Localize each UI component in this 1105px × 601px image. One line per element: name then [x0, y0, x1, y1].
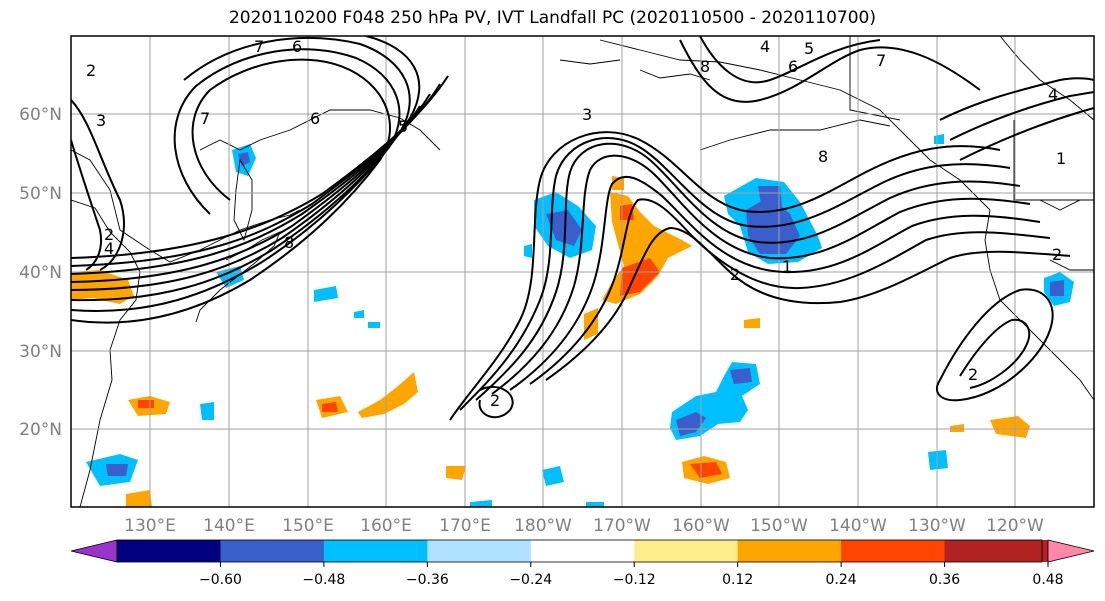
- contour-label: 5: [398, 117, 408, 136]
- colorbar-tick-label: −0.60: [199, 572, 242, 588]
- pv-contour-east-loop: [935, 288, 1054, 402]
- contour-label: 6: [310, 109, 320, 128]
- colorbar-segment: [323, 540, 428, 562]
- lon-label-140e: 140°E: [203, 516, 255, 536]
- contour-label: 2: [968, 365, 978, 384]
- colorbar-segment: [530, 540, 635, 562]
- latitude-labels: 60°N 50°N 40°N 30°N 20°N: [19, 105, 62, 440]
- lon-label-140w: 140°W: [829, 516, 887, 536]
- contour-label: 7: [200, 109, 210, 128]
- contour-label: 8: [284, 233, 294, 252]
- lon-label-130w: 130°W: [908, 516, 966, 536]
- colorbar-tick-label: 0.36: [929, 572, 960, 588]
- colorbar-segment: [944, 540, 1049, 562]
- contour-label: 5: [804, 39, 814, 58]
- colorbar-segment: [634, 540, 739, 562]
- lon-label-170e: 170°E: [439, 516, 491, 536]
- lon-label-150e: 150°E: [282, 516, 334, 536]
- lat-label-30n: 30°N: [19, 342, 62, 362]
- contour-label: 3: [582, 105, 592, 124]
- contour-label: 7: [876, 51, 886, 70]
- lon-label-160e: 160°E: [360, 516, 412, 536]
- contour-label: 6: [292, 37, 302, 56]
- contour-label: 8: [700, 57, 710, 76]
- contour-label: 2: [104, 225, 114, 244]
- pv-contour-trough-west: [71, 58, 391, 324]
- shade-japan-positive: [71, 270, 134, 304]
- lon-label-120w: 120°W: [986, 516, 1044, 536]
- lat-label-50n: 50°N: [19, 184, 62, 204]
- lat-label-40n: 40°N: [19, 263, 62, 283]
- map-title: 2020110200 F048 250 hPa PV, IVT Landfall…: [228, 8, 876, 28]
- colorbar-tick-label: −0.48: [302, 572, 345, 588]
- colorbar-tick-label: −0.36: [406, 572, 449, 588]
- contour-label: 2: [86, 61, 96, 80]
- alaska-coastline: [599, 39, 991, 211]
- colorbar-extend-high: [1047, 539, 1095, 563]
- japan-coastline: [195, 231, 281, 323]
- colorbar-tick-label: −0.12: [613, 572, 656, 588]
- contour-label: 1: [1056, 149, 1066, 168]
- coastlines: [71, 36, 1094, 507]
- colorbar-tick-label: 0.48: [1032, 572, 1063, 588]
- contour-label: 4: [1048, 85, 1058, 104]
- colorbar-segment: [841, 540, 946, 562]
- contour-label: 2: [1052, 245, 1062, 264]
- contour-label: 3: [96, 111, 106, 130]
- contour-label: 7: [254, 37, 264, 56]
- lat-label-20n: 20°N: [19, 420, 62, 440]
- map-frame: [70, 35, 1095, 508]
- colorbar-tick-label: −0.24: [509, 572, 552, 588]
- colorbar-segment: [220, 540, 325, 562]
- colorbar-segment: [427, 540, 532, 562]
- colorbar-segment: [737, 540, 842, 562]
- colorbar-tick-label: 0.12: [722, 572, 753, 588]
- colorbar-extend-low: [70, 539, 118, 563]
- contour-label: 4: [104, 239, 114, 258]
- lat-label-60n: 60°N: [19, 105, 62, 125]
- colorbar-segment: [117, 540, 221, 562]
- pv-contour-southwest-loop: [478, 385, 514, 419]
- lon-label-160w: 160°W: [672, 516, 730, 536]
- colorbar-tick-label: 0.24: [826, 572, 857, 588]
- longitude-labels: 130°E 140°E 150°E 160°E 170°E 180°W 170°…: [124, 516, 1044, 536]
- colorbar: −0.60 −0.48 −0.36 −0.24 −0.12 0.12 0.24 0.36 0.4…: [70, 539, 1095, 588]
- contour-label: 2: [730, 265, 740, 284]
- contour-label: 1: [782, 257, 792, 276]
- contour-label: 8: [818, 147, 828, 166]
- pv-contour-ridge-central: [449, 131, 1001, 421]
- kamchatka-coastline: [199, 109, 441, 151]
- contour-label: 2: [490, 391, 500, 410]
- lon-label-130e: 130°E: [124, 516, 176, 536]
- lon-label-180w: 180°W: [514, 516, 572, 536]
- lon-label-170w: 170°W: [593, 516, 651, 536]
- lon-label-150w: 150°W: [750, 516, 808, 536]
- contour-label: 6: [788, 57, 798, 76]
- contour-label: 4: [760, 37, 770, 56]
- pv-contours: [71, 36, 1094, 421]
- contour-labels: 2 7 6 3 4 7 8 5 6 3 8 4 2 5 6 7 8 1 2 1 …: [86, 37, 1066, 410]
